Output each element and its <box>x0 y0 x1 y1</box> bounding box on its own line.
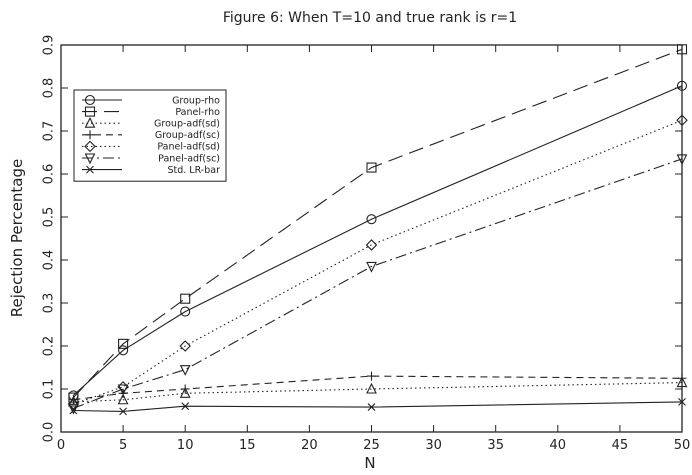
legend: Group-rhoPanel-rhoGroup-adf(sd)Group-adf… <box>73 89 227 182</box>
legend-marker <box>84 116 96 128</box>
data-point <box>367 403 376 411</box>
data-point <box>367 371 376 381</box>
series-panel-rho <box>68 44 688 403</box>
series-line <box>73 375 683 401</box>
data-point <box>179 387 191 398</box>
data-point <box>366 382 377 394</box>
data-point <box>676 154 688 166</box>
data-point <box>677 373 687 383</box>
series-line <box>73 119 683 405</box>
data-point <box>366 261 377 273</box>
chart-title: Figure 6: When T=10 and true rank is r=1 <box>223 10 517 26</box>
data-point <box>676 44 688 55</box>
x-tick-label: 35 <box>487 438 504 453</box>
series-group-adf-sd <box>68 376 688 407</box>
y-tick-label: 0.7 <box>42 121 57 142</box>
x-tick-label: 25 <box>363 438 380 453</box>
legend-marker <box>84 140 96 153</box>
series-line <box>73 85 683 396</box>
y-axis: 0.0 0.1 0.2 0.3 0.4 0.5 0.6 0.7 0.8 0.9 <box>42 35 682 443</box>
data-point <box>180 306 191 317</box>
y-tick-label: 0.6 <box>42 164 57 185</box>
data-point <box>365 239 378 251</box>
legend-marker <box>84 153 96 165</box>
y-tick-label: 0.9 <box>42 35 57 56</box>
y-tick-label: 0.4 <box>42 250 57 271</box>
legend-label: Group-adf(sc) <box>155 130 220 141</box>
data-point <box>676 80 688 91</box>
data-point <box>366 162 377 173</box>
legend-label: Group-rho <box>172 95 220 106</box>
data-point <box>179 365 191 376</box>
x-tick-label: 20 <box>301 438 318 453</box>
data-point <box>119 407 127 416</box>
x-axis: 0 5 10 15 20 25 30 35 40 45 50 <box>57 45 690 453</box>
legend-label: Panel-adf(sc) <box>158 153 220 164</box>
y-tick-label: 0.5 <box>42 207 57 228</box>
data-point <box>181 402 190 411</box>
series-line <box>73 158 683 409</box>
x-tick-label: 30 <box>425 438 442 453</box>
series-layer <box>67 44 688 416</box>
data-point <box>180 384 190 394</box>
data-point <box>678 398 686 406</box>
legend-label: Panel-adf(sd) <box>157 142 220 153</box>
legend-marker <box>84 94 96 106</box>
data-point <box>117 384 129 396</box>
legend-label: Std. LR-bar <box>167 165 220 176</box>
x-tick-label: 5 <box>119 438 127 453</box>
data-point <box>179 340 191 352</box>
x-tick-label: 0 <box>57 438 65 453</box>
data-point <box>118 345 129 356</box>
y-tick-label: 0.2 <box>42 336 57 357</box>
legend-marker <box>85 130 95 140</box>
data-point <box>366 214 377 225</box>
legend-marker <box>86 165 94 174</box>
legend-marker <box>84 106 96 117</box>
data-point <box>180 293 191 304</box>
y-tick-label: 0.3 <box>42 293 57 314</box>
data-point <box>69 406 78 415</box>
x-tick-label: 45 <box>612 438 629 453</box>
data-point <box>117 393 129 405</box>
series-std-lr-bar <box>69 398 686 416</box>
data-point <box>67 398 80 410</box>
x-tick-label: 15 <box>239 438 256 453</box>
series-panel-adf-sc <box>68 154 688 415</box>
y-tick-label: 0.1 <box>42 379 57 400</box>
x-tick-label: 40 <box>550 438 567 453</box>
y-tick-label: 0.0 <box>42 422 57 443</box>
legend-box <box>73 89 227 182</box>
data-point <box>118 338 129 349</box>
series-line <box>72 48 683 398</box>
series-line <box>73 401 683 412</box>
x-tick-label: 50 <box>674 438 691 453</box>
y-axis-label: Rejection Percentage <box>8 159 26 318</box>
data-point <box>676 114 688 127</box>
y-tick-label: 0.8 <box>42 78 57 99</box>
data-point <box>676 376 688 388</box>
legend-label: Panel-rho <box>175 107 220 118</box>
x-tick-label: 10 <box>177 438 194 453</box>
legend-label: Group-adf(sd) <box>154 119 220 130</box>
series-line <box>73 382 683 403</box>
x-axis-label: N <box>364 454 375 472</box>
